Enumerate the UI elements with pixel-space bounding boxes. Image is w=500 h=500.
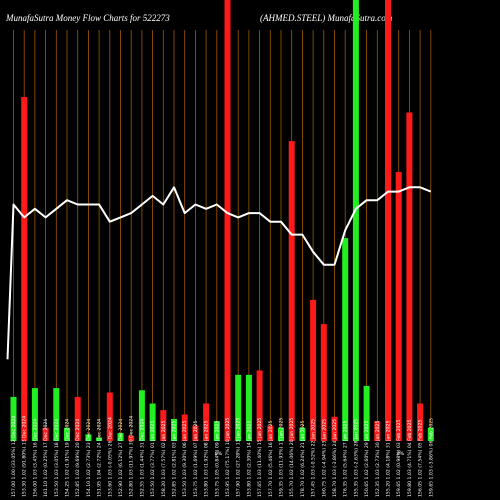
bar-red <box>192 425 199 441</box>
x-tick-label: 153.80 1.03 (1.92%) 08 Jan 2025 <box>204 421 210 497</box>
bar-green <box>10 396 17 441</box>
bar-red <box>181 414 188 441</box>
x-tick-label: 157.90 1.02 (27.28%) 13 Jan 2025 <box>236 418 242 497</box>
x-tick-label: 178.70 1.02 (6.24%) 21 Jan 2025 <box>300 421 306 497</box>
bar-red <box>224 0 231 441</box>
bar-green <box>299 427 306 441</box>
bar-green <box>342 238 349 441</box>
x-tick-label: 158.70 1.03 (-3.86%) 24 Jan 2025 <box>332 419 338 497</box>
bar-green <box>138 390 145 441</box>
zero-marker: 0% <box>215 451 223 457</box>
bar-red <box>331 416 338 441</box>
x-tick-label: 153.75 1.05 (0.84%) 09 Jan 2025 <box>214 421 220 497</box>
x-tick-label: 159.80 1.03 (4.71%) 04 Feb 2025 <box>407 419 413 497</box>
x-tick-label: 153.80 1.02 (2.30%) 14 Jan 2025 <box>246 421 252 497</box>
volume-bars <box>10 0 434 442</box>
bar-green <box>31 388 38 441</box>
bar-red <box>256 370 263 441</box>
bar-green <box>245 374 252 441</box>
x-tick-labels: 157.00 1.00 (33.05%) 12 Dec 2024 153.30 1… <box>11 416 434 497</box>
money-flow-line <box>6 186 432 360</box>
x-tick-label: 152.35 1.03 (2.73%) 30 Jan 2025 <box>375 421 381 497</box>
bar-green <box>235 374 242 441</box>
bar-green <box>96 437 103 441</box>
bar-red <box>374 421 381 441</box>
bar-green <box>363 385 370 441</box>
chart-title-right: (AHMED.STEEL) MunafaSutra.com <box>260 13 393 23</box>
vertical-gridlines <box>13 30 432 441</box>
x-tick-label: 157.70 1.02 (5.46%) 16 Jan 2025 <box>268 421 274 497</box>
bar-red <box>310 299 317 441</box>
bar-red <box>128 435 135 441</box>
bar-green <box>352 0 359 441</box>
bar-red <box>106 392 113 441</box>
x-tick-label: 155.20 1.02 (4.18%) 31 Jan 2025 <box>386 421 392 497</box>
bar-green <box>171 418 177 441</box>
x-tick-label: 152.55 1.03 (1.44%) 31 Dec 2024 <box>139 419 145 497</box>
x-tick-label: 152.90 1.02 (6.12%) 27 Dec 2024 <box>118 419 124 497</box>
x-tick-label: 160.75 1.02 (-4.94%) 23 Jan 2025 <box>321 419 327 497</box>
x-tick-label: 153.50 1.02 (3.77%) 01 Jan 2025 <box>150 421 156 497</box>
x-tick-label: 159.35 1.03 (11.93%) 17 Jan 2025 <box>279 418 285 497</box>
bar-green <box>85 434 92 441</box>
x-tick-label: 153.95 1.02 (75.17%) 10 Jan 2025 <box>225 418 231 497</box>
chart-title-left: MunafaSutra Money Flow Charts for 522273 <box>5 13 170 23</box>
bar-green <box>53 388 60 441</box>
bar-green <box>117 433 124 441</box>
bar-red <box>417 403 424 441</box>
x-tick-label: 156.05 1.02 (7.54%) 05 Feb 2025 <box>418 419 424 497</box>
bar-red <box>385 0 391 441</box>
x-tick-label: 152.85 1.02 (2.81%) 03 Jan 2025 <box>172 421 178 497</box>
x-tick-label: 159.65 1.03 (-3.86%) 06 Feb 2025 <box>428 418 434 497</box>
x-tick-label: 153.75 1.02 (1.69%) 07 Jan 2025 <box>193 421 199 497</box>
x-tick-label: 153.60 1.03 (-0.05%) 26 Dec 2024 <box>107 417 113 497</box>
x-tick-label: 153.50 1.03 (9.30%) 06 Jan 2025 <box>182 421 188 497</box>
x-tick-label: 155.70 1.02 (14.06%) 20 Jan 2025 <box>289 418 295 497</box>
bar-red <box>320 324 327 441</box>
x-tick-label: 152.80 1.03 (11.97%) 30 Dec 2024 <box>129 416 135 497</box>
x-tick-label: 157.00 1.00 (33.05%) 12 Dec 2024 <box>11 416 17 497</box>
bar-red <box>406 112 413 441</box>
x-tick-label: 158.20 1.03 (7.57%) 02 Jan 2025 <box>161 421 167 497</box>
x-tick-label: 157.45 1.03 (-0.52%) 22 Jan 2025 <box>311 419 317 497</box>
x-tick-label: 157.65 1.03 (11.40%) 15 Jan 2025 <box>257 418 263 497</box>
bar-green <box>213 421 220 441</box>
zero-marker: 0% <box>397 451 405 457</box>
x-tick-label: 150.65 1.02 (2.60%) 29 Jan 2025 <box>364 421 370 497</box>
bar-green <box>149 403 156 441</box>
x-tick-label: 151.95 1.04 (2.72%) 24 Dec 2024 <box>97 419 103 497</box>
bar-red <box>395 171 402 442</box>
x-tick-label: 152.85 1.02 (9.69%) 20 Dec 2024 <box>75 419 81 497</box>
bar-red <box>203 403 210 441</box>
x-tick-label: 161.10 1.02 (0.25%) 17 Dec 2024 <box>43 419 49 497</box>
x-tick-label: 154.25 1.02 (1.91%) 19 Dec 2024 <box>65 419 71 497</box>
bar-green <box>64 427 70 441</box>
bar-red <box>74 396 81 441</box>
x-tick-label: 154.10 1.02 (2.73%) 23 Dec 2024 <box>86 419 92 497</box>
bar-red <box>160 410 167 441</box>
bar-green <box>427 427 434 441</box>
bar-red <box>21 97 28 442</box>
bar-red <box>288 141 295 441</box>
bar-green <box>278 427 284 441</box>
x-tick-label: 155.35 1.03 (-2.63%) 28 Jan 2025 <box>353 419 359 497</box>
bar-red <box>267 425 274 441</box>
bar-red <box>42 427 49 441</box>
x-tick-label: 176.35 1.02 (5.64%) 27 Jan 2025 <box>343 421 349 497</box>
x-tick-label: 153.50 1.03 (3.05%) 18 Dec 2024 <box>54 419 60 497</box>
x-tick-label: 153.30 1.02 (91.80%) 13 Dec 2024 <box>22 416 28 497</box>
x-tick-label: 159.65 1.02 (0.98%) 03 Feb 2025 <box>396 419 402 497</box>
x-tick-label: 156.00 1.03 (3.45%) 16 Dec 2024 <box>32 419 38 497</box>
